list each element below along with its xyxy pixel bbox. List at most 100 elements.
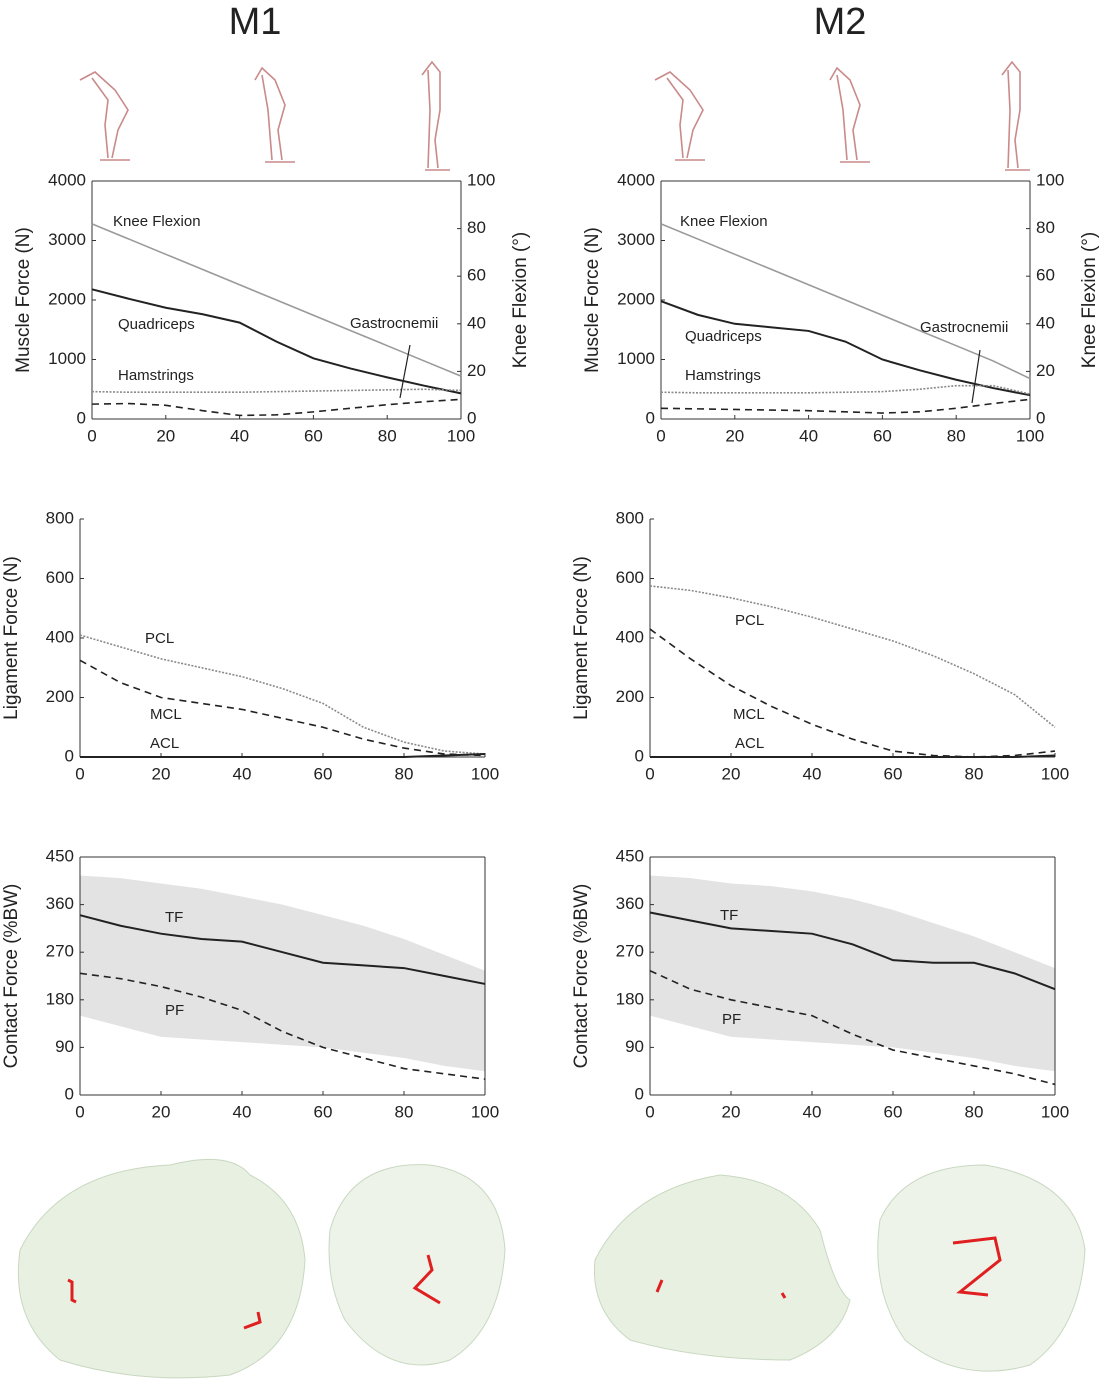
y-tick-label: 90: [625, 1037, 644, 1056]
x-tick-label: 100: [1041, 764, 1069, 783]
series-label: PF: [165, 1002, 184, 1019]
y2-tick-label: 40: [467, 313, 486, 332]
y-tick-label: 360: [616, 894, 644, 913]
series-label: Gastrocnemii: [350, 315, 438, 332]
y2-axis-label: Knee Flexion (°): [510, 232, 531, 368]
series-line: [79, 972, 486, 1080]
series-label: Knee Flexion: [680, 213, 768, 230]
x-tick-label: 80: [965, 764, 984, 783]
series-label: MCL: [150, 706, 182, 723]
y-tick-label: 0: [77, 408, 86, 427]
x-tick-label: 80: [965, 1102, 984, 1121]
x-tick-label: 20: [152, 764, 171, 783]
series-line: [660, 300, 1031, 397]
series-line: [79, 659, 486, 757]
series-line: [91, 398, 462, 417]
y-axis-label: Ligament Force (N): [571, 556, 592, 720]
range-band: [80, 875, 485, 1072]
y-tick-label: 270: [616, 942, 644, 961]
y-tick-label: 400: [46, 627, 74, 646]
y-tick-label: 0: [65, 1084, 74, 1103]
x-tick-label: 100: [471, 764, 499, 783]
y2-tick-label: 20: [467, 361, 486, 380]
label-pointer: [399, 344, 411, 399]
x-tick-label: 0: [645, 1102, 654, 1121]
series-label: Hamstrings: [685, 367, 761, 384]
x-tick-label: 20: [722, 764, 741, 783]
series-label: MCL: [733, 706, 765, 723]
y2-tick-label: 100: [467, 170, 495, 189]
y2-tick-label: 0: [467, 408, 476, 427]
y-tick-label: 600: [46, 568, 74, 587]
series-label: ACL: [150, 735, 179, 752]
x-tick-label: 60: [884, 1102, 903, 1121]
y-tick-label: 4000: [48, 170, 86, 189]
series-line: [80, 753, 486, 758]
x-tick-label: 40: [799, 426, 818, 445]
series-line: [91, 388, 462, 394]
y2-tick-label: 0: [1036, 408, 1045, 427]
y2-tick-label: 20: [1036, 361, 1055, 380]
y-tick-label: 4000: [617, 170, 655, 189]
x-tick-label: 20: [152, 1102, 171, 1121]
series-line: [649, 585, 1056, 728]
x-tick-label: 100: [471, 1102, 499, 1121]
series-line: [649, 969, 1056, 1086]
y-tick-label: 180: [616, 989, 644, 1008]
series-label: Hamstrings: [118, 367, 194, 384]
y-tick-label: 0: [635, 1084, 644, 1103]
series-line: [649, 628, 1056, 758]
x-tick-label: 0: [75, 1102, 84, 1121]
x-tick-label: 0: [75, 764, 84, 783]
y-tick-label: 270: [46, 942, 74, 961]
x-tick-label: 80: [395, 764, 414, 783]
y-axis-label: Ligament Force (N): [1, 556, 22, 720]
x-tick-label: 0: [645, 764, 654, 783]
y-tick-label: 800: [46, 508, 74, 527]
y-tick-label: 200: [46, 687, 74, 706]
y2-tick-label: 100: [1036, 170, 1064, 189]
label-pointer: [971, 349, 981, 404]
x-tick-label: 60: [884, 764, 903, 783]
y-tick-label: 600: [616, 568, 644, 587]
y-tick-label: 90: [55, 1037, 74, 1056]
range-band: [650, 875, 1055, 1072]
x-tick-label: 100: [447, 426, 475, 445]
series-line: [650, 754, 1056, 758]
x-tick-label: 60: [314, 764, 333, 783]
x-tick-label: 40: [233, 1102, 252, 1121]
series-line: [649, 911, 1056, 991]
x-tick-label: 100: [1041, 1102, 1069, 1121]
series-line: [79, 634, 486, 755]
y2-tick-label: 80: [1036, 218, 1055, 237]
y-axis-label: Muscle Force (N): [13, 227, 34, 373]
y-tick-label: 0: [65, 746, 74, 765]
x-tick-label: 80: [378, 426, 397, 445]
y-axis-label: Muscle Force (N): [582, 227, 603, 373]
series-line: [660, 223, 1031, 380]
x-tick-label: 80: [395, 1102, 414, 1121]
x-tick-label: 0: [656, 426, 665, 445]
y-tick-label: 450: [616, 846, 644, 865]
y-tick-label: 2000: [48, 289, 86, 308]
skeleton-figures: [79, 60, 1030, 171]
series-line: [91, 223, 462, 377]
y-tick-label: 360: [46, 894, 74, 913]
y-tick-label: 1000: [48, 349, 86, 368]
series-label: Quadriceps: [685, 328, 762, 345]
series-line: [91, 288, 462, 395]
y-tick-label: 450: [46, 846, 74, 865]
y-tick-label: 200: [616, 687, 644, 706]
y-tick-label: 3000: [617, 230, 655, 249]
series-label: PCL: [145, 630, 174, 647]
series-label: PCL: [735, 612, 764, 629]
y2-tick-label: 60: [1036, 266, 1055, 285]
series-label: Knee Flexion: [113, 213, 201, 230]
bone-renderings: [17, 1158, 1086, 1379]
series-label: Gastrocnemii: [920, 319, 1008, 336]
y-tick-label: 2000: [617, 289, 655, 308]
x-tick-label: 40: [230, 426, 249, 445]
x-tick-label: 20: [156, 426, 175, 445]
column-title: M2: [814, 1, 867, 43]
